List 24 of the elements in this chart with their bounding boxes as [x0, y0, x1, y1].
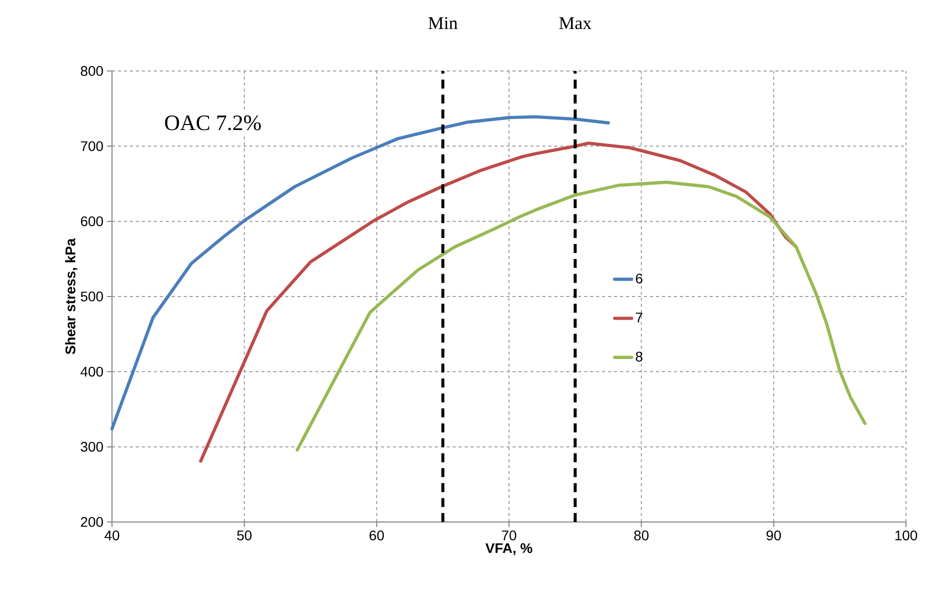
y-tick-label: 600	[80, 216, 103, 226]
line-series	[110, 115, 610, 430]
x-tick-label: 70	[502, 530, 516, 540]
x-tick-label: 60	[370, 530, 384, 540]
legend-label: 6	[636, 274, 642, 284]
y-tick-label: 400	[80, 366, 103, 377]
y-tick-label: 700	[80, 141, 103, 152]
x-axis-title: VFA, %	[485, 543, 532, 556]
y-tick-label: 800	[80, 66, 103, 76]
y-tick-label: 300	[80, 442, 103, 452]
annotation: OAC 7.2%	[165, 115, 261, 130]
x-tick-label: 80	[634, 530, 649, 540]
x-tick-label: 40	[104, 530, 120, 540]
y-tick-label: 500	[80, 292, 103, 302]
ref-line-label: Max	[559, 17, 592, 30]
x-tick-label: 100	[895, 530, 918, 540]
x-tick-label: 50	[237, 530, 252, 540]
x-tick-label: 90	[766, 530, 781, 540]
line-series	[296, 180, 867, 452]
y-tick-label: 200	[80, 517, 103, 527]
y-axis-title: Shear stress, kPa	[65, 238, 78, 354]
legend-label: 7	[636, 312, 642, 322]
legend-label: 8	[636, 352, 642, 362]
ref-line-label: Min	[428, 17, 458, 29]
